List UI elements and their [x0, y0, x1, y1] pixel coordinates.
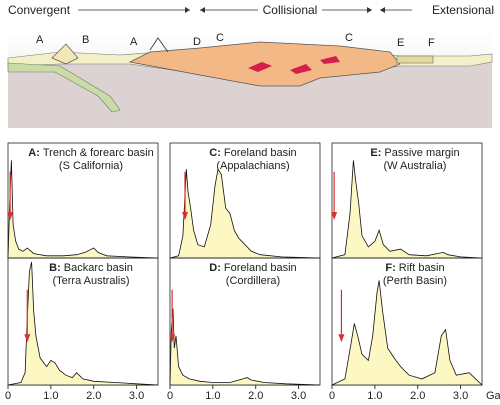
x-tick-label: 3.0: [453, 390, 468, 402]
panel-letter: A:: [28, 147, 40, 159]
panel-title-text: Trench & forearc basin: [43, 147, 154, 159]
age-spectrum: [170, 309, 320, 385]
panel-subtitle: (Perth Basin): [383, 275, 447, 287]
site-label: C: [345, 32, 353, 44]
x-tick-label: 1.0: [367, 390, 382, 402]
figure: Convergent Collisional Extensional A B A…: [0, 0, 500, 405]
site-label: A: [130, 36, 138, 48]
panel-subtitle: (W Australia): [384, 160, 447, 172]
panel-subtitle: (Appalachians): [216, 160, 289, 172]
cross-section: Convergent Collisional Extensional A B A…: [8, 3, 494, 128]
x-tick-label: 2.0: [248, 390, 263, 402]
site-label: C: [216, 32, 224, 44]
x-tick-label: 3.0: [129, 390, 144, 402]
site-label: A: [36, 34, 44, 46]
phase-label: Convergent: [8, 3, 71, 17]
x-tick-label: 2.0: [86, 390, 101, 402]
panel-title: C:Foreland basin: [209, 147, 296, 159]
age-spectrum: [332, 160, 482, 258]
x-tick-label: 3.0: [291, 390, 306, 402]
rift: [397, 56, 433, 63]
age-arrow-head: [338, 334, 344, 342]
panel-title-text: Rift basin: [399, 262, 445, 274]
x-tick-label: 0: [5, 390, 11, 402]
x-tick-label: 0: [167, 390, 173, 402]
x-tick-label: 1.0: [43, 390, 58, 402]
panel-title: B:Backarc basin: [49, 262, 133, 274]
age-spectrum: [8, 160, 158, 258]
panel-letter: E:: [370, 147, 381, 159]
panel-letter: B:: [49, 262, 61, 274]
x-tick-label: 2.0: [410, 390, 425, 402]
panel-title: D:Foreland basin: [209, 262, 296, 274]
x-tick-label: 1.0: [205, 390, 220, 402]
panel-subtitle: (Cordillera): [226, 275, 280, 287]
phase-label: Collisional: [263, 3, 318, 17]
panel-title: E:Passive margin: [370, 147, 459, 159]
site-label: D: [193, 36, 201, 48]
panel-subtitle: (Terra Australis): [52, 275, 129, 287]
panel-title: A:Trench & forearc basin: [28, 147, 153, 159]
panel-title-text: Passive margin: [384, 147, 459, 159]
site-label: F: [428, 37, 435, 49]
panel-letter: D:: [209, 262, 221, 274]
site-label: B: [82, 34, 89, 46]
panel-title: F: Rift basin: [385, 262, 444, 274]
site-label: E: [397, 37, 404, 49]
panel-title-text: Foreland basin: [224, 147, 297, 159]
panel-title-text: Backarc basin: [64, 262, 133, 274]
x-tick-label: 0: [329, 390, 335, 402]
panel-letter: F:: [385, 262, 395, 274]
phase-label: Extensional: [432, 3, 494, 17]
panel-letter: C:: [209, 147, 221, 159]
panel-subtitle: (S California): [59, 160, 123, 172]
age-spectrum: [170, 169, 320, 258]
age-spectrum: [332, 280, 482, 385]
x-axis-label: Ga: [486, 390, 500, 402]
panel-title-text: Foreland basin: [224, 262, 297, 274]
